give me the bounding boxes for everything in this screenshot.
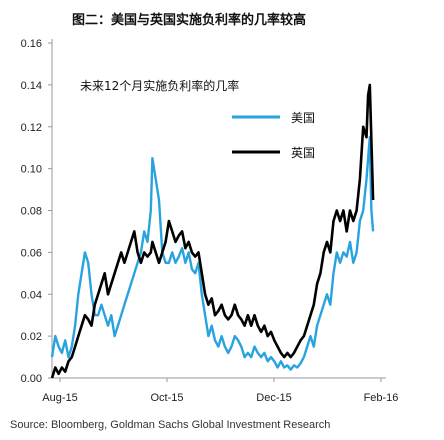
y-tick-label: 0.12 [21,122,42,134]
y-tick-label: 0.16 [21,38,42,50]
y-tick-label: 0.06 [21,247,42,259]
y-tick-label: 0.10 [21,164,42,176]
chart-title: 图二：美国与英国实施负利率的几率较高 [72,13,307,28]
y-tick-label: 0.02 [21,331,42,343]
y-tick-label: 0.00 [21,373,42,385]
y-tick-label: 0.04 [21,289,42,301]
series-lines [50,83,375,379]
x-tick-label: Aug-15 [42,392,77,404]
x-tick-label: Dec-15 [256,392,291,404]
series-line-us [50,135,375,371]
y-tick-label: 0.08 [21,206,42,218]
source-note: Source: Bloomberg, Goldman Sachs Global … [10,419,331,431]
x-tick-label: Oct-15 [150,392,183,404]
y-tick-label: 0.14 [21,80,42,92]
x-tick-label: Feb-16 [364,392,399,404]
chart-annotation: 未来12个月实施负利率的几率 [80,78,239,93]
legend-label: 英国 [291,146,315,160]
axes: 0.00 0.02 0.04 0.06 0.08 0.10 0.12 0.14 0.16 Aug-… [21,38,399,404]
legend-label: 美国 [291,111,315,125]
series-line-uk [50,83,375,379]
